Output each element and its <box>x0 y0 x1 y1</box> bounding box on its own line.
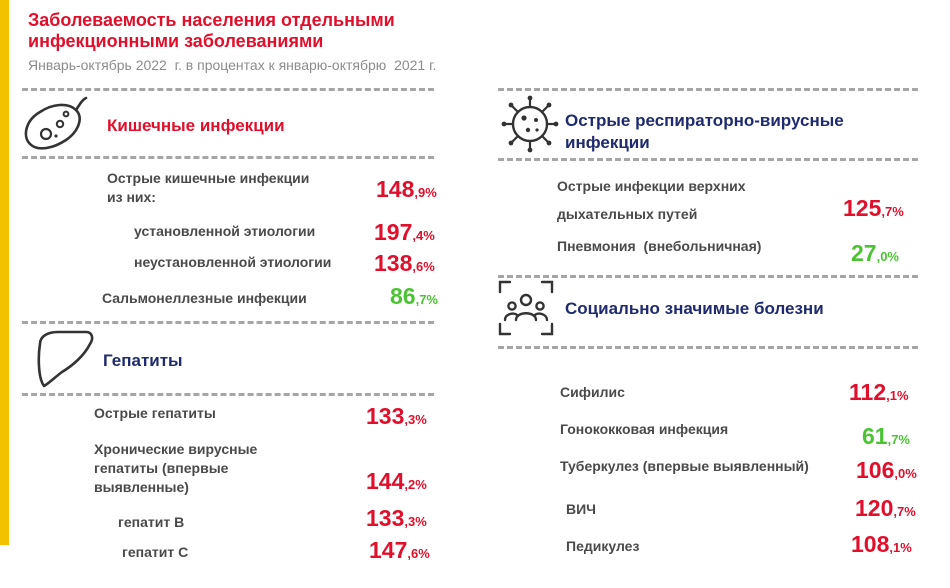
divider <box>498 88 918 91</box>
divider <box>498 346 918 349</box>
row-label: Сальмонеллезные инфекции <box>102 290 307 306</box>
virus-icon <box>501 95 559 153</box>
row-value: 197,4% <box>374 219 435 245</box>
row-value: 108,1% <box>851 531 912 557</box>
row-value: 138,6% <box>374 250 435 276</box>
row-value: 112,1% <box>849 379 909 405</box>
row-label: установленной этиологии <box>134 223 316 239</box>
accent-bar <box>0 0 9 545</box>
divider <box>22 156 434 159</box>
row-value: 148,9% <box>376 176 437 202</box>
row-value: 133,3% <box>366 505 427 531</box>
row-value: 86,7% <box>390 283 438 309</box>
people-group-icon <box>498 280 554 336</box>
divider <box>22 88 434 91</box>
row-value: 61,7% <box>862 423 910 449</box>
section-title-hepatitis: Гепатиты <box>103 351 183 370</box>
row-label: Педикулез <box>566 538 640 554</box>
row-label: Хронические вирусные гепатиты (впервые в… <box>94 441 258 495</box>
row-label: гепатит В <box>118 514 185 530</box>
row-label: Гонококковая инфекция <box>560 421 729 437</box>
row-value: 133,3% <box>366 403 427 429</box>
row-value: 144,2% <box>366 468 427 494</box>
row-value: 27,0% <box>851 240 899 266</box>
row-label: Острые инфекции верхних <box>557 178 746 194</box>
row-label: ВИЧ <box>566 501 597 517</box>
row-label: Сифилис <box>560 384 625 400</box>
page-subtitle: Январь-октябрь 2022 г. в процентах к янв… <box>28 57 437 73</box>
row-label: Пневмония (внебольничная) <box>557 238 762 254</box>
section-title-social: Социально значимые болезни <box>565 299 824 318</box>
row-label: неустановленной этиологии <box>134 254 332 270</box>
row-label: Острые кишечные инфекции из них: <box>107 170 310 205</box>
divider <box>498 158 918 161</box>
bacterium-icon <box>24 96 88 150</box>
section-title-respiratory: Острые респираторно-вирусные инфекции <box>565 111 844 152</box>
row-label: дыхательных путей <box>557 206 698 222</box>
divider <box>22 393 434 396</box>
page-title: Заболеваемость населения отдельными инфе… <box>28 10 395 51</box>
liver-icon <box>37 330 94 388</box>
row-value: 147,6% <box>369 537 430 563</box>
row-label: гепатит С <box>122 544 189 560</box>
divider <box>498 275 918 278</box>
row-label: Туберкулез (впервые выявленный) <box>560 458 809 474</box>
section-title-intestinal: Кишечные инфекции <box>107 116 285 135</box>
row-value: 120,7% <box>855 495 916 521</box>
divider <box>22 321 434 324</box>
row-value: 125,7% <box>843 195 904 221</box>
row-value: 106,0% <box>856 457 917 483</box>
row-label: Острые гепатиты <box>94 405 216 421</box>
